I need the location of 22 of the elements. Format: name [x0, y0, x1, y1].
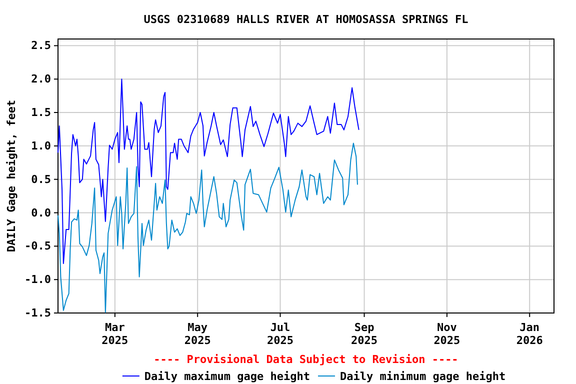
x-tick-label: May 2025 — [184, 320, 211, 348]
y-tick-label: 2.5 — [31, 39, 51, 52]
y-tick-label: 1.5 — [31, 106, 51, 120]
legend-label: Daily minimum gage height — [340, 370, 506, 383]
x-tick-label: Nov 2025 — [434, 320, 460, 348]
legend-label: Daily maximum gage height — [144, 370, 310, 383]
y-tick-label: 0.0 — [31, 206, 51, 220]
line-series — [58, 78, 360, 264]
y-tick-label: -0.5 — [24, 240, 51, 253]
x-tick-label: Mar 2025 — [102, 320, 128, 348]
line-series — [58, 142, 358, 313]
y-tick-label: 0.5 — [31, 172, 51, 186]
text: ---- Provisional Data Subject to Revision ---- — [154, 353, 458, 366]
y-tick-label: 1.0 — [31, 139, 51, 152]
y-tick-label: 2.0 — [31, 72, 51, 86]
y-tick-label: -1.0 — [24, 273, 51, 286]
y-axis-title: DAILY Gage height, feet — [5, 100, 18, 252]
y-tick-label: -1.5 — [24, 306, 51, 320]
x-tick-label: Jul 2025 — [267, 320, 294, 348]
x-tick-label: Sep 2025 — [351, 320, 378, 348]
x-tick-label: Jan 2026 — [516, 320, 544, 348]
chart-title: USGS 02310689 HALLS RIVER AT HOMOSASSA SPRINGS FL — [144, 13, 469, 26]
